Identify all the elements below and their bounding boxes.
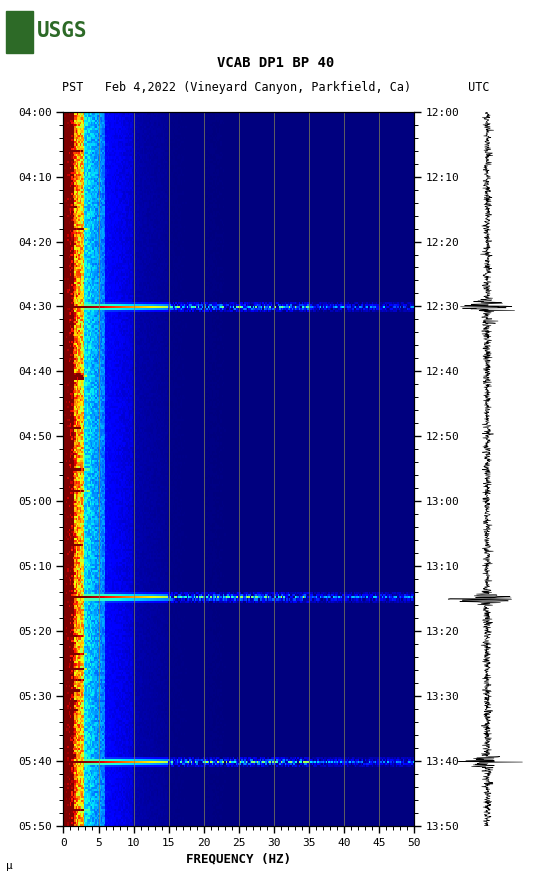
Text: PST   Feb 4,2022 (Vineyard Canyon, Parkfield, Ca)        UTC: PST Feb 4,2022 (Vineyard Canyon, Parkfie… — [62, 80, 490, 94]
X-axis label: FREQUENCY (HZ): FREQUENCY (HZ) — [186, 852, 291, 865]
Text: VCAB DP1 BP 40: VCAB DP1 BP 40 — [217, 56, 335, 70]
Text: USGS: USGS — [38, 21, 88, 41]
Text: μ: μ — [6, 861, 12, 871]
Bar — [6, 12, 33, 53]
